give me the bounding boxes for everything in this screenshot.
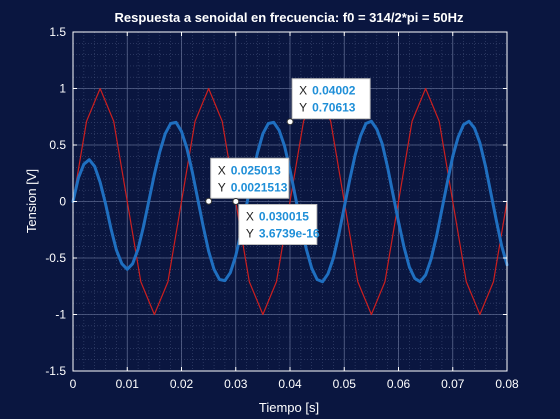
datatip-x-value: 0.04002 <box>312 84 356 98</box>
datatip-marker[interactable] <box>205 197 213 205</box>
datatip-y-value: 3.6739e-16 <box>259 227 320 241</box>
x-tick-label: 0.07 <box>441 377 465 391</box>
datatip-y-value: 0.0021513 <box>231 180 288 194</box>
datatip[interactable]: X 0.04002 Y 0.70613 <box>286 78 371 126</box>
datatip-marker[interactable] <box>232 198 240 205</box>
series-input-line <box>72 87 508 316</box>
x-axis-label: Tiempo [s] <box>259 400 319 415</box>
x-tick-label: 0.04 <box>278 377 302 391</box>
datatip[interactable]: X 0.030015 Y 3.6739e-16 <box>232 198 320 245</box>
datatip-x-value: 0.025013 <box>231 163 281 177</box>
datatip-marker[interactable] <box>286 118 294 126</box>
y-tick-label: -1.5 <box>45 364 66 378</box>
y-axis-label: Tension [V] <box>24 169 39 233</box>
datatip[interactable]: X 0.025013 Y 0.0021513 <box>205 157 290 205</box>
x-tick-label: 0.01 <box>116 377 140 391</box>
datatip-y-key: Y <box>299 101 307 115</box>
y-tick-label: 0.5 <box>49 138 66 152</box>
x-tick-label: 0 <box>70 377 77 391</box>
series-layer <box>71 87 509 316</box>
x-tick-label: 0.08 <box>495 377 519 391</box>
ticks-layer: 0 0.01 0.02 0.03 0.04 0.05 0.06 0.07 0.08 -1.5 -1 -… <box>45 25 519 391</box>
y-tick-label: 1 <box>59 82 66 96</box>
x-tick-label: 0.02 <box>170 377 194 391</box>
datatip-y-value: 0.70613 <box>312 101 356 115</box>
y-tick-label: -0.5 <box>45 251 66 265</box>
x-tick-label: 0.03 <box>224 377 248 391</box>
datatip-x-value: 0.030015 <box>259 210 309 224</box>
y-tick-label: -1 <box>55 308 66 322</box>
datatip-box <box>210 157 290 199</box>
datatip-y-key: Y <box>218 180 226 194</box>
y-tick-label: 1.5 <box>49 25 66 39</box>
datatip-box <box>291 78 371 120</box>
datatip-x-key: X <box>299 84 307 98</box>
x-tick-label: 0.06 <box>387 377 411 391</box>
x-tick-label: 0.05 <box>333 377 357 391</box>
plot-area[interactable]: 0 0.01 0.02 0.03 0.04 0.05 0.06 0.07 0.08 -1.5 -1 -… <box>45 25 519 391</box>
datatip-x-key: X <box>218 163 226 177</box>
datatip-y-key: Y <box>246 227 254 241</box>
chart-title: Respuesta a senoidal en frecuencia: f0 =… <box>115 10 464 25</box>
series-output-line <box>71 119 509 284</box>
datatip-x-key: X <box>246 210 254 224</box>
datatip-box <box>238 204 318 245</box>
y-tick-label: 0 <box>59 195 66 209</box>
